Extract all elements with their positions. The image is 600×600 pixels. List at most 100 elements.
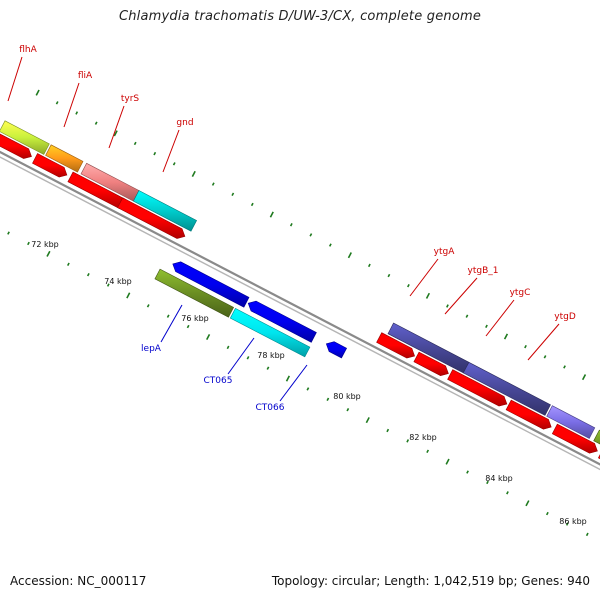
- scale-label: 80 kbp: [333, 392, 361, 401]
- gene-box: [0, 120, 50, 155]
- upper-tick-mark: [367, 263, 371, 268]
- scale-labels: 72 kbp 74 kbp 76 kbp 78 kbp 80 kbp 82 kbp 84 k…: [31, 240, 587, 526]
- upper-tick-mark: [94, 121, 98, 125]
- lower-tick-mark: [226, 345, 230, 350]
- feature-labels: flhA fliA tyrS gnd ytgA ytgB_1 ytgC ytgD lepA CT0…: [7, 45, 576, 413]
- lower-tick-mark: [246, 356, 250, 360]
- cds-arrow: [447, 369, 508, 407]
- label-leader-line: [63, 82, 80, 128]
- upper-tick-mark: [581, 374, 587, 381]
- lower-tick-mark: [365, 417, 370, 424]
- genome-backbone: [0, 150, 600, 471]
- backbone-line-0: [0, 150, 600, 466]
- gene-box: [593, 429, 600, 445]
- lower-tick-mark: [486, 480, 489, 485]
- label-leader-line: [444, 277, 478, 315]
- gene-label: ytgD: [554, 312, 576, 322]
- lower-tick-mark: [306, 387, 310, 391]
- label-leader-line: [279, 364, 308, 402]
- lower-tick-mark: [7, 231, 10, 235]
- lower-tick-mark: [445, 458, 450, 465]
- upper-tick-mark: [211, 182, 215, 186]
- gene-label: flhA: [19, 45, 37, 55]
- upper-tick-mark: [465, 314, 469, 318]
- gene-box: [546, 405, 596, 439]
- upper-tick-mark: [425, 292, 431, 299]
- upper-tick-mark: [75, 111, 79, 115]
- gene-box: [154, 268, 235, 318]
- upper-tick-mark: [563, 365, 566, 369]
- lower-tick-mark: [545, 511, 549, 516]
- cds-arrow: [32, 153, 68, 178]
- upper-tick-mark: [446, 304, 449, 308]
- cds-arrow: [117, 197, 186, 239]
- scale-label: 76 kbp: [181, 314, 209, 323]
- upper-tick-mark: [269, 211, 274, 218]
- lower-tick-mark: [86, 272, 90, 277]
- scale-label: 78 kbp: [257, 351, 285, 360]
- lower-tick-mark: [266, 366, 270, 370]
- lower-tick-mark: [585, 532, 589, 537]
- gene-label: ytgB_1: [468, 266, 499, 276]
- reverse-cds-arrow: [247, 300, 317, 343]
- upper-tick-mark: [172, 162, 176, 166]
- gene-box: [462, 361, 551, 416]
- upper-tick-mark: [485, 324, 488, 329]
- accession-label: Accession: NC_000117: [10, 574, 147, 588]
- upper-tick-mark: [543, 355, 547, 359]
- reverse-cds-arrow: [172, 261, 250, 308]
- tick-marks: [7, 89, 589, 537]
- lower-tick-mark: [186, 324, 190, 329]
- gene-box: [45, 144, 84, 173]
- gene-box: [229, 307, 311, 358]
- upper-tick-mark: [113, 130, 118, 137]
- gene-label: ytgC: [510, 288, 531, 298]
- cds-arrow: [0, 133, 32, 159]
- lower-tick-mark: [565, 522, 569, 526]
- lower-tick-mark: [166, 314, 170, 318]
- reverse-cds-arrow: [325, 341, 348, 359]
- gene-box: [132, 190, 198, 232]
- upper-tick-mark: [387, 273, 391, 278]
- genome-summary: Topology: circular; Length: 1,042,519 bp…: [271, 574, 590, 588]
- scale-label: 74 kbp: [104, 277, 132, 286]
- upper-tick-mark: [347, 252, 352, 259]
- upper-tick-mark: [250, 202, 254, 207]
- label-leader-line: [160, 304, 183, 343]
- cds-arrow: [505, 399, 552, 430]
- upper-tick-mark: [55, 101, 59, 105]
- lower-tick-mark: [466, 470, 469, 474]
- upper-tick-mark: [407, 283, 410, 288]
- gene-label: gnd: [176, 118, 193, 128]
- cds-arrow: [413, 351, 449, 377]
- lower-tick-mark: [346, 408, 350, 412]
- label-leader-line: [7, 56, 23, 102]
- upper-tick-mark: [328, 243, 332, 247]
- gene-label: ytgA: [434, 247, 456, 257]
- label-leader-line: [108, 105, 125, 149]
- scale-label: 86 kbp: [559, 517, 587, 526]
- lower-tick-mark: [27, 241, 30, 246]
- upper-tick-mark: [35, 89, 40, 96]
- map-title: Chlamydia trachomatis D/UW-3/CX, complet…: [118, 9, 482, 24]
- label-leader-line: [162, 129, 180, 173]
- upper-tick-mark: [309, 233, 313, 237]
- lower-tick-mark: [285, 375, 291, 382]
- scale-label: 82 kbp: [409, 433, 437, 442]
- cds-arrow: [551, 423, 598, 454]
- backbone-line-1: [0, 156, 600, 471]
- lower-tick-mark: [205, 333, 211, 341]
- upper-tick-mark: [289, 223, 293, 227]
- lower-tick-mark: [525, 500, 530, 507]
- cds-arrow: [376, 332, 415, 359]
- upper-tick-mark: [503, 333, 509, 340]
- lower-tick-mark: [386, 428, 390, 433]
- gene-label: CT066: [256, 403, 285, 413]
- scale-label: 84 kbp: [485, 474, 513, 483]
- lower-tick-mark: [506, 491, 509, 495]
- upper-tick-mark: [524, 344, 527, 349]
- gene-label: CT065: [204, 376, 233, 386]
- gene-label: fliA: [78, 71, 93, 81]
- feature-track: [0, 120, 600, 460]
